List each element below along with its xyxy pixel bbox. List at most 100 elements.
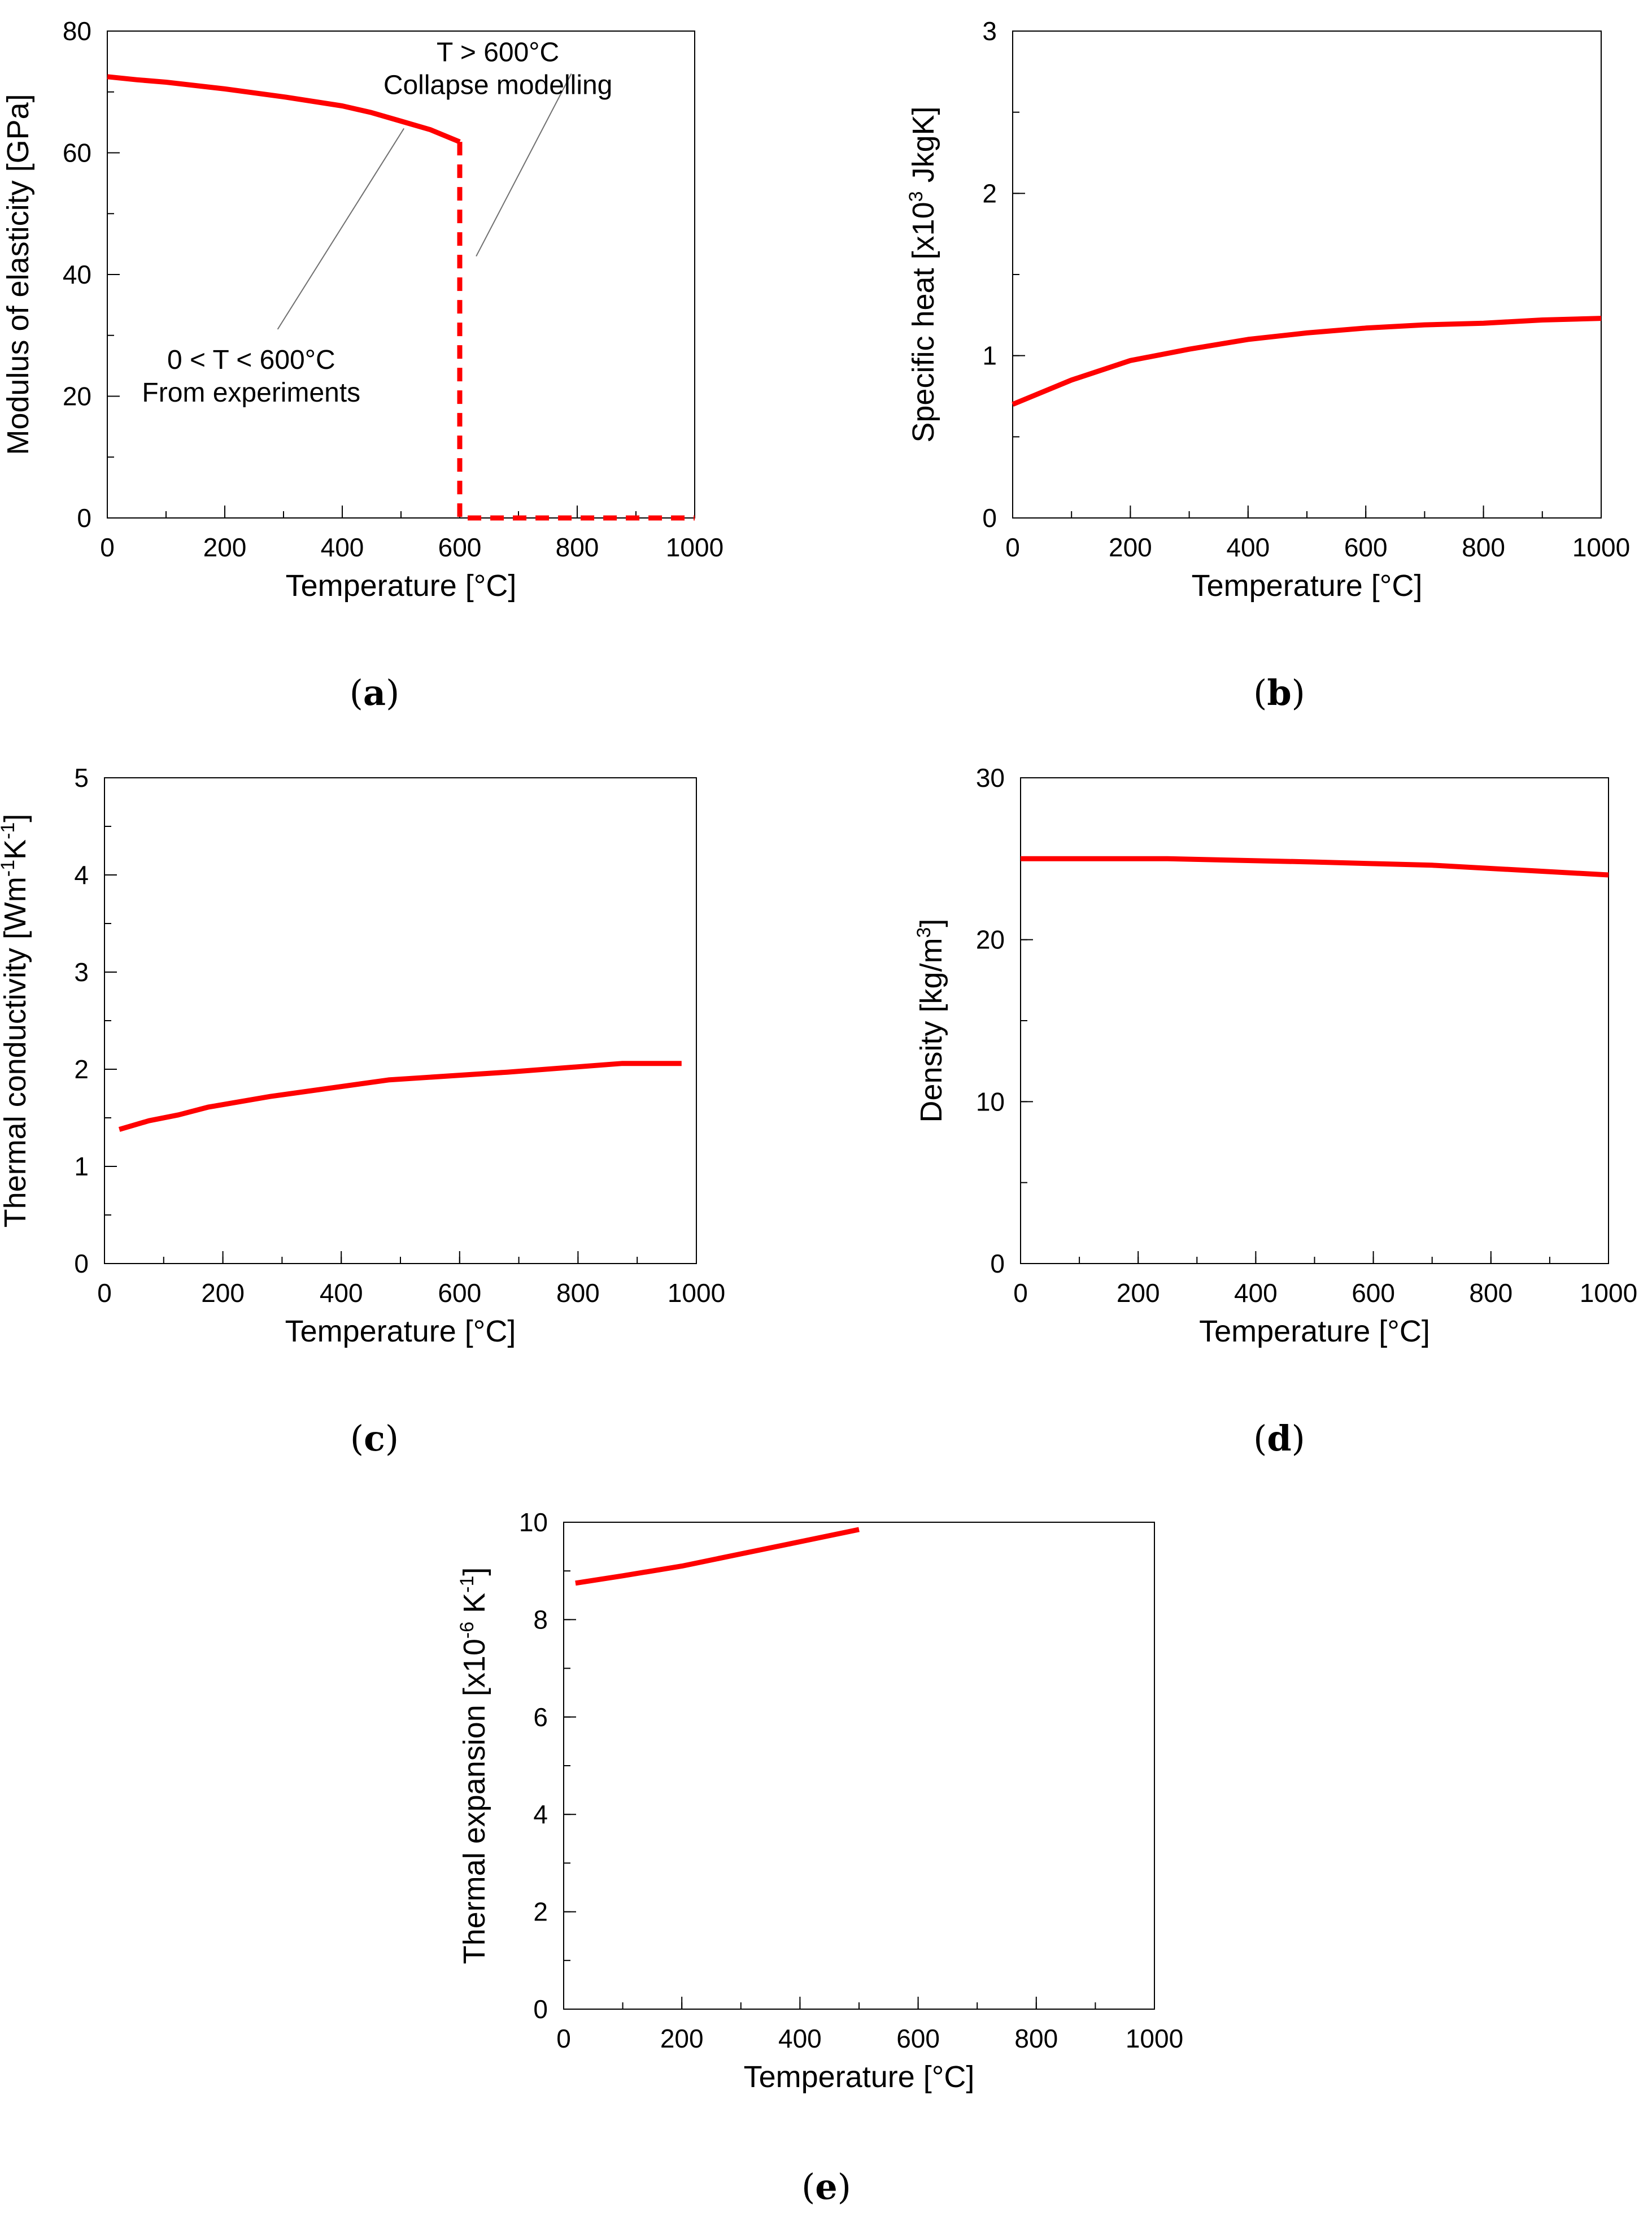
y-axis-label-superscript: -6 bbox=[456, 1622, 478, 1639]
y-tick-label: 6 bbox=[533, 1702, 548, 1732]
y-tick-label: 2 bbox=[533, 1897, 548, 1927]
x-tick-label: 1000 bbox=[1572, 533, 1630, 562]
x-tick-label: 200 bbox=[1109, 533, 1152, 562]
plot-frame bbox=[104, 777, 697, 1264]
y-tick-label: 5 bbox=[74, 763, 89, 792]
x-tick-label: 0 bbox=[556, 2024, 571, 2053]
chart-b: 0 200 400 600 800 1000 0 1 2 3 Temperature [°C] Spe… bbox=[905, 16, 1630, 603]
x-axis-label: Temperature [°C] bbox=[744, 2060, 975, 2094]
y-tick-label: 80 bbox=[63, 16, 91, 46]
y-axis-label-superscript: -1 bbox=[456, 1576, 478, 1593]
plot-frame bbox=[563, 1522, 1155, 2010]
y-axis-label-part: ] bbox=[457, 1567, 491, 1576]
y-axis-label-superscript: 3 bbox=[913, 927, 935, 938]
y-tick-label: 0 bbox=[990, 1249, 1005, 1278]
x-axis-label: Temperature [°C] bbox=[1192, 569, 1423, 603]
x-tick-label: 400 bbox=[320, 1278, 363, 1308]
y-tick-label: 1 bbox=[982, 341, 997, 371]
y-axis-label: Specific heat [x103 JkgK] bbox=[905, 106, 940, 442]
y-tick-label: 20 bbox=[976, 925, 1005, 955]
y-tick-label: 0 bbox=[77, 503, 91, 533]
y-axis-label: Thermal expansion [x10-6 K-1] bbox=[456, 1567, 491, 1965]
y-tick-label: 10 bbox=[976, 1087, 1005, 1116]
plot-frame bbox=[1012, 31, 1602, 519]
x-tick-label: 400 bbox=[1234, 1278, 1278, 1308]
x-axis-label: Temperature [°C] bbox=[286, 569, 517, 603]
series-line-specific-heat bbox=[1012, 316, 1602, 407]
y-tick-label: 10 bbox=[519, 1508, 548, 1537]
plot-frame bbox=[1020, 777, 1609, 1264]
x-tick-label: 600 bbox=[438, 1278, 481, 1308]
x-tick-label: 400 bbox=[778, 2024, 822, 2053]
y-tick-label: 1 bbox=[74, 1152, 89, 1181]
y-tick-label: 4 bbox=[74, 860, 89, 890]
plot-frame bbox=[107, 31, 695, 519]
y-axis-label-part: ] bbox=[0, 814, 32, 822]
x-tick-label: 0 bbox=[97, 1278, 112, 1308]
x-tick-label: 800 bbox=[1014, 2024, 1058, 2053]
x-tick-label: 600 bbox=[896, 2024, 940, 2053]
chart-a: 0 200 400 600 800 1000 0 20 40 60 80 Temperature [°… bbox=[1, 16, 723, 603]
y-tick-label: 4 bbox=[533, 1800, 548, 1829]
series-line-collapse-modelling bbox=[457, 142, 695, 521]
annotation-text: From experiments bbox=[142, 378, 360, 408]
y-tick-label: 20 bbox=[63, 382, 91, 411]
x-tick-label: 800 bbox=[556, 1278, 600, 1308]
annotation-text: 0 < T < 600°C bbox=[167, 345, 335, 375]
annotation-text: T > 600°C bbox=[437, 38, 559, 68]
annotation-text: Collapse modelling bbox=[383, 71, 613, 101]
series-line-thermal-expansion bbox=[575, 1527, 860, 1586]
y-tick-label: 0 bbox=[533, 1994, 548, 2024]
y-axis-label-part: JkgK] bbox=[906, 106, 940, 191]
x-tick-label: 800 bbox=[556, 533, 599, 562]
y-axis-label-superscript: -1 bbox=[0, 822, 19, 839]
x-tick-label: 200 bbox=[1117, 1278, 1160, 1308]
y-axis-label-part: Specific heat [x10 bbox=[906, 202, 940, 442]
chart-c: 0 200 400 600 800 1000 0 1 2 3 4 5 Temperature [°C] T… bbox=[0, 763, 725, 1348]
x-tick-label: 400 bbox=[1226, 533, 1270, 562]
x-tick-label: 600 bbox=[438, 533, 482, 562]
series-line-thermal-conductivity bbox=[118, 1061, 682, 1132]
y-axis-label: Density [kg/m3] bbox=[913, 918, 948, 1122]
y-axis-label-part: Thermal expansion [x10 bbox=[457, 1639, 491, 1964]
x-tick-label: 600 bbox=[1344, 533, 1388, 562]
x-tick-label: 200 bbox=[203, 533, 247, 562]
y-axis-label-part: K bbox=[0, 839, 32, 860]
y-tick-label: 40 bbox=[63, 260, 91, 289]
x-tick-label: 1000 bbox=[1126, 2024, 1183, 2053]
y-axis-label-superscript: 3 bbox=[905, 191, 927, 202]
y-axis-label-part: ] bbox=[914, 918, 948, 927]
x-tick-label: 0 bbox=[100, 533, 115, 562]
y-tick-label: 2 bbox=[74, 1055, 89, 1084]
annotation-leader-line bbox=[277, 128, 405, 330]
annotation-leader-line bbox=[476, 73, 572, 257]
x-tick-label: 600 bbox=[1352, 1278, 1395, 1308]
y-tick-label: 0 bbox=[74, 1249, 89, 1278]
x-tick-label: 800 bbox=[1469, 1278, 1512, 1308]
x-tick-label: 400 bbox=[321, 533, 364, 562]
chart-d: 0 200 400 600 800 1000 0 10 20 30 Temperature [°C]… bbox=[913, 763, 1637, 1348]
panel-label-c: (c) bbox=[350, 1418, 399, 1459]
y-axis-label-part: Thermal conductivity [Wm bbox=[0, 877, 32, 1227]
x-tick-label: 0 bbox=[1013, 1278, 1028, 1308]
x-axis-label: Temperature [°C] bbox=[1199, 1314, 1430, 1348]
panel-label-b: (b) bbox=[1253, 672, 1305, 713]
x-tick-label: 200 bbox=[660, 2024, 704, 2053]
x-tick-label: 1000 bbox=[1580, 1278, 1637, 1308]
y-tick-label: 0 bbox=[982, 503, 997, 533]
y-axis-label-superscript: -1 bbox=[0, 860, 19, 877]
series-line-from-experiments bbox=[107, 74, 461, 145]
y-axis-label: Modulus of elasticity [GPa] bbox=[1, 94, 35, 455]
panel-label-a: (a) bbox=[349, 672, 400, 713]
y-tick-label: 2 bbox=[982, 178, 997, 208]
x-tick-label: 200 bbox=[201, 1278, 245, 1308]
chart-e: 0 200 400 600 800 1000 0 2 4 6 8 10 Temperature [°C]… bbox=[456, 1508, 1183, 2094]
y-axis-label-part: Density [kg/m bbox=[914, 938, 948, 1122]
panel-label-e: (e) bbox=[801, 2166, 851, 2207]
x-tick-label: 800 bbox=[1462, 533, 1505, 562]
x-tick-label: 1000 bbox=[666, 533, 723, 562]
y-tick-label: 3 bbox=[982, 16, 997, 46]
y-tick-label: 8 bbox=[533, 1605, 548, 1634]
y-tick-label: 60 bbox=[63, 138, 91, 168]
